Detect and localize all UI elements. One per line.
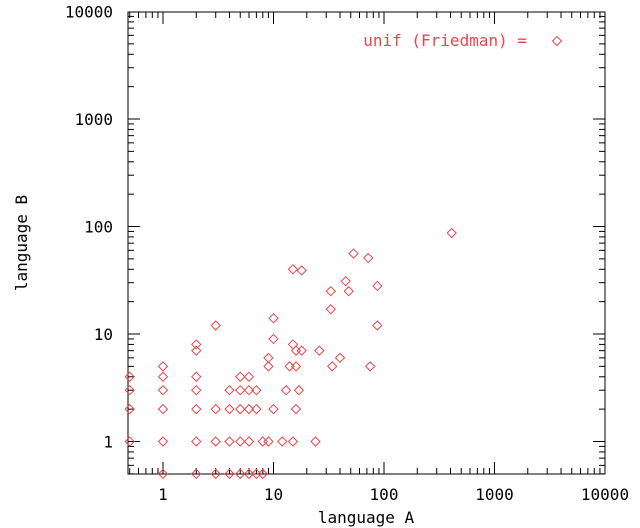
data-point <box>243 403 255 415</box>
data-point <box>191 345 202 356</box>
data-point <box>235 468 246 480</box>
data-point <box>191 339 202 350</box>
data-point <box>268 403 279 415</box>
data-point <box>284 361 295 372</box>
data-point <box>340 275 351 287</box>
data-point <box>191 468 202 480</box>
data-point <box>235 385 246 396</box>
y-tick-label: 10000 <box>65 3 113 22</box>
data-point <box>334 352 346 364</box>
data-point <box>287 264 299 275</box>
y-tick-label: 10 <box>94 325 113 344</box>
data-point <box>210 436 221 447</box>
x-tick-label: 10 <box>264 485 283 504</box>
data-point <box>325 304 337 315</box>
x-axis-label: language A <box>318 508 415 527</box>
data-point <box>124 371 135 382</box>
data-point <box>290 403 302 415</box>
data-point <box>296 265 307 276</box>
x-tick-label: 1 <box>158 485 168 504</box>
data-point <box>287 339 299 350</box>
data-point <box>157 371 169 382</box>
data-point <box>290 345 302 356</box>
data-point <box>296 345 307 356</box>
data-point <box>191 436 202 447</box>
x-axis-ticks: 1 10 100 1000 10000 <box>129 12 629 504</box>
data-point <box>191 371 202 382</box>
x-tick-label: 100 <box>370 485 399 504</box>
data-point <box>372 280 383 292</box>
y-tick-label: 1000 <box>74 110 113 129</box>
data-point <box>372 320 383 331</box>
data-point <box>325 286 337 297</box>
legend-marker-diamond <box>551 35 563 47</box>
data-point <box>235 403 246 415</box>
data-point <box>287 436 299 447</box>
data-point <box>257 468 268 480</box>
data-point <box>235 436 246 447</box>
data-point <box>293 385 305 396</box>
data-point <box>124 403 135 415</box>
data-point <box>224 385 235 396</box>
data-point <box>314 345 325 356</box>
data-point <box>268 313 279 324</box>
data-point <box>243 385 255 396</box>
data-point <box>124 385 135 396</box>
y-axis-label: language B <box>12 195 31 291</box>
data-point <box>210 403 221 415</box>
data-point <box>157 436 169 447</box>
data-point <box>157 361 169 372</box>
data-point <box>343 286 354 297</box>
data-point <box>277 436 288 447</box>
data-point <box>290 361 302 372</box>
data-point <box>157 403 169 415</box>
x-tick-label: 10000 <box>581 485 629 504</box>
data-point <box>235 371 246 382</box>
data-point <box>210 468 221 480</box>
data-point <box>263 361 274 372</box>
data-point <box>124 436 135 447</box>
data-point <box>257 436 268 447</box>
y-tick-label: 100 <box>84 218 113 237</box>
data-point <box>191 403 202 415</box>
legend-series-label: unif (Friedman) = <box>363 31 527 50</box>
data-point <box>280 385 292 396</box>
x-tick-label: 1000 <box>475 485 514 504</box>
data-point <box>327 361 338 372</box>
data-point <box>224 468 235 480</box>
data-point <box>268 333 279 345</box>
data-point <box>243 436 255 447</box>
data-point <box>348 248 359 259</box>
data-points <box>124 227 457 480</box>
data-point <box>446 227 457 239</box>
data-point <box>363 252 374 264</box>
data-point <box>224 436 235 447</box>
data-point <box>310 436 321 447</box>
data-point <box>210 320 221 331</box>
data-point <box>263 436 274 447</box>
data-point <box>243 468 255 480</box>
data-point <box>364 361 376 372</box>
data-point <box>157 385 169 396</box>
y-tick-label: 1 <box>103 433 113 452</box>
data-point <box>157 468 169 480</box>
data-point <box>224 403 235 415</box>
data-point <box>191 385 202 396</box>
legend: unif (Friedman) = <box>363 31 563 50</box>
data-point <box>243 371 255 382</box>
plot-frame <box>127 11 606 475</box>
y-axis-ticks: 1 10 100 1000 10000 <box>65 3 605 475</box>
data-point <box>251 385 262 396</box>
data-point <box>263 352 274 364</box>
data-point <box>251 403 262 415</box>
